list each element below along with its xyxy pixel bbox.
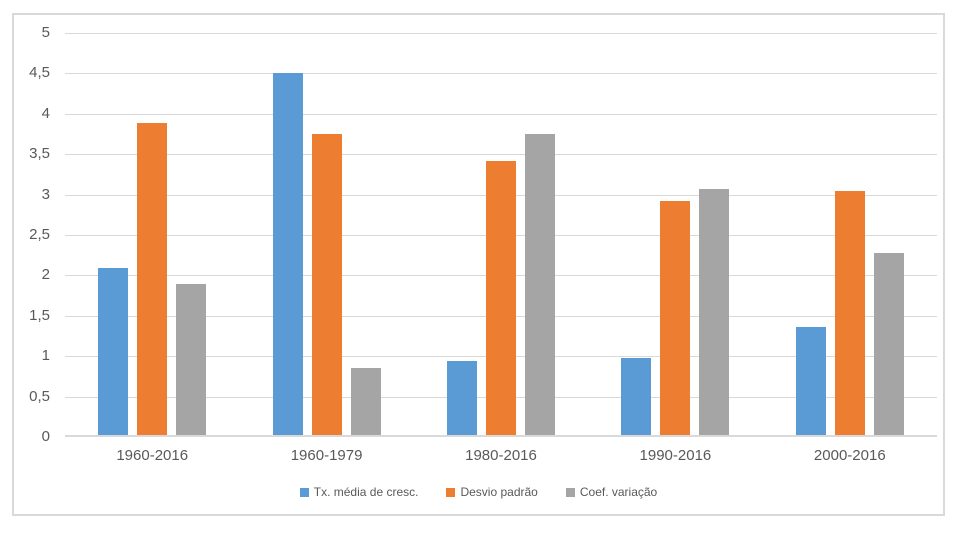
legend: Tx. média de cresc. Desvio padrão Coef. va…	[14, 485, 943, 499]
bar-coef-varia-o-1980-2016	[525, 134, 555, 435]
legend-item: Coef. variação	[565, 485, 658, 499]
bar-desvio-padr-o-1990-2016	[660, 200, 691, 435]
gridline	[65, 154, 937, 156]
legend-label: Coef. variação	[579, 485, 658, 499]
x-axis-label-1960-2016: 1960-2016	[116, 447, 189, 464]
x-axis-label-1960-1979: 1960-1979	[290, 447, 363, 464]
y-axis-tick-label: 4,5	[29, 64, 50, 82]
gridline	[65, 33, 937, 34]
bar-desvio-padr-o-1960-1979	[311, 133, 342, 435]
chart-frame: 0 0,5 1 1,5 2 2,5 3 3,5 4 4,5 5 1960-2016 1960-1979…	[12, 13, 945, 516]
x-axis-label-1980-2016: 1980-2016	[465, 447, 537, 464]
bar-coef-varia-o-1960-1979	[350, 367, 381, 435]
bar-tx-m-dia-de-cresc--1980-2016	[447, 361, 477, 435]
y-axis-tick-label: 1	[41, 347, 50, 365]
legend-item: Desvio padrão	[446, 485, 538, 499]
y-axis-tick-label: 4	[41, 104, 50, 122]
y-axis-tick-label: 0,5	[29, 387, 50, 405]
legend-swatch-icon	[565, 487, 575, 497]
bar-desvio-padr-o-1980-2016	[486, 161, 516, 435]
bar-tx-m-dia-de-cresc--1960-2016	[98, 267, 129, 435]
bar-coef-varia-o-1960-2016	[176, 283, 207, 435]
legend-label: Tx. média de cresc.	[313, 485, 419, 499]
bar-tx-m-dia-de-cresc--1990-2016	[621, 358, 652, 435]
x-axis-label-2000-2016: 2000-2016	[813, 447, 886, 464]
gridline	[65, 73, 937, 75]
gridline	[65, 113, 937, 115]
y-axis-tick-label: 2	[41, 266, 50, 284]
y-axis-tick-label: 5	[41, 24, 50, 41]
y-axis-tick-label: 1,5	[29, 306, 50, 324]
y-axis-tick-label: 3,5	[29, 145, 50, 163]
y-axis-tick-label: 3	[41, 185, 50, 203]
legend-swatch-icon	[299, 487, 309, 497]
y-axis-tick-label: 0	[41, 428, 50, 445]
legend-item: Tx. média de cresc.	[299, 485, 419, 499]
x-axis-label-1990-2016: 1990-2016	[639, 447, 712, 464]
bar-tx-m-dia-de-cresc--1960-1979	[272, 73, 303, 435]
plot-area	[65, 33, 937, 437]
bar-desvio-padr-o-1960-2016	[137, 123, 168, 435]
bar-coef-varia-o-1990-2016	[699, 188, 730, 435]
legend-label: Desvio padrão	[460, 485, 538, 499]
bar-desvio-padr-o-2000-2016	[834, 190, 865, 435]
bar-tx-m-dia-de-cresc--2000-2016	[795, 326, 826, 435]
bar-coef-varia-o-2000-2016	[873, 253, 904, 435]
legend-swatch-icon	[446, 487, 456, 497]
y-axis-tick-label: 2,5	[29, 226, 50, 243]
